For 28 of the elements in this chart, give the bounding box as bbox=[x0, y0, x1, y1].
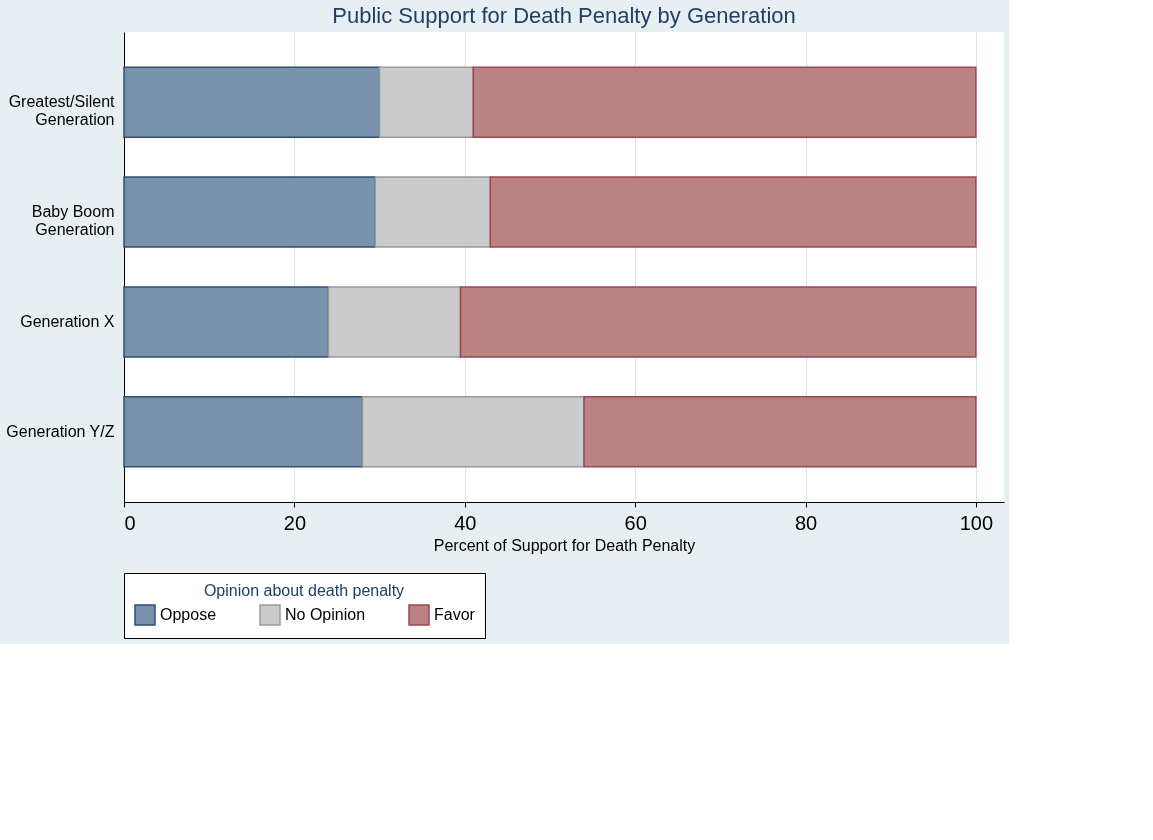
bar bbox=[459, 286, 977, 358]
x-tick-label: 40 bbox=[454, 511, 477, 534]
legend-label: Oppose bbox=[160, 606, 217, 623]
chart-title: Public Support for Death Penalty by Generation bbox=[332, 3, 796, 28]
bar bbox=[123, 286, 330, 358]
x-tick-label: 20 bbox=[283, 511, 306, 534]
x-tick-label: 0 bbox=[124, 511, 136, 534]
x-axis-title: Percent of Support for Death Penalty bbox=[433, 536, 696, 554]
y-tick-label: Baby Boom Generation bbox=[31, 203, 115, 239]
bar bbox=[361, 395, 585, 468]
x-tick-label: 60 bbox=[624, 511, 647, 534]
bar bbox=[583, 395, 977, 468]
legend-label: Favor bbox=[434, 606, 476, 623]
bar bbox=[374, 176, 492, 248]
bar bbox=[123, 395, 364, 468]
y-tick-label: Generation Y/Z bbox=[6, 422, 115, 440]
bar bbox=[123, 66, 381, 139]
bar bbox=[327, 286, 462, 358]
bar bbox=[472, 66, 977, 139]
bar bbox=[378, 66, 475, 139]
legend-title: Opinion about death penalty bbox=[203, 582, 405, 599]
y-tick-label: Generation X bbox=[20, 312, 115, 330]
legend-label: No Opinion bbox=[285, 606, 366, 623]
x-tick-label: 100 bbox=[959, 511, 994, 534]
y-tick-label: Greatest/Silent Generation bbox=[8, 93, 116, 129]
bar bbox=[123, 176, 377, 248]
x-tick-label: 80 bbox=[794, 511, 818, 534]
bar bbox=[489, 176, 977, 248]
